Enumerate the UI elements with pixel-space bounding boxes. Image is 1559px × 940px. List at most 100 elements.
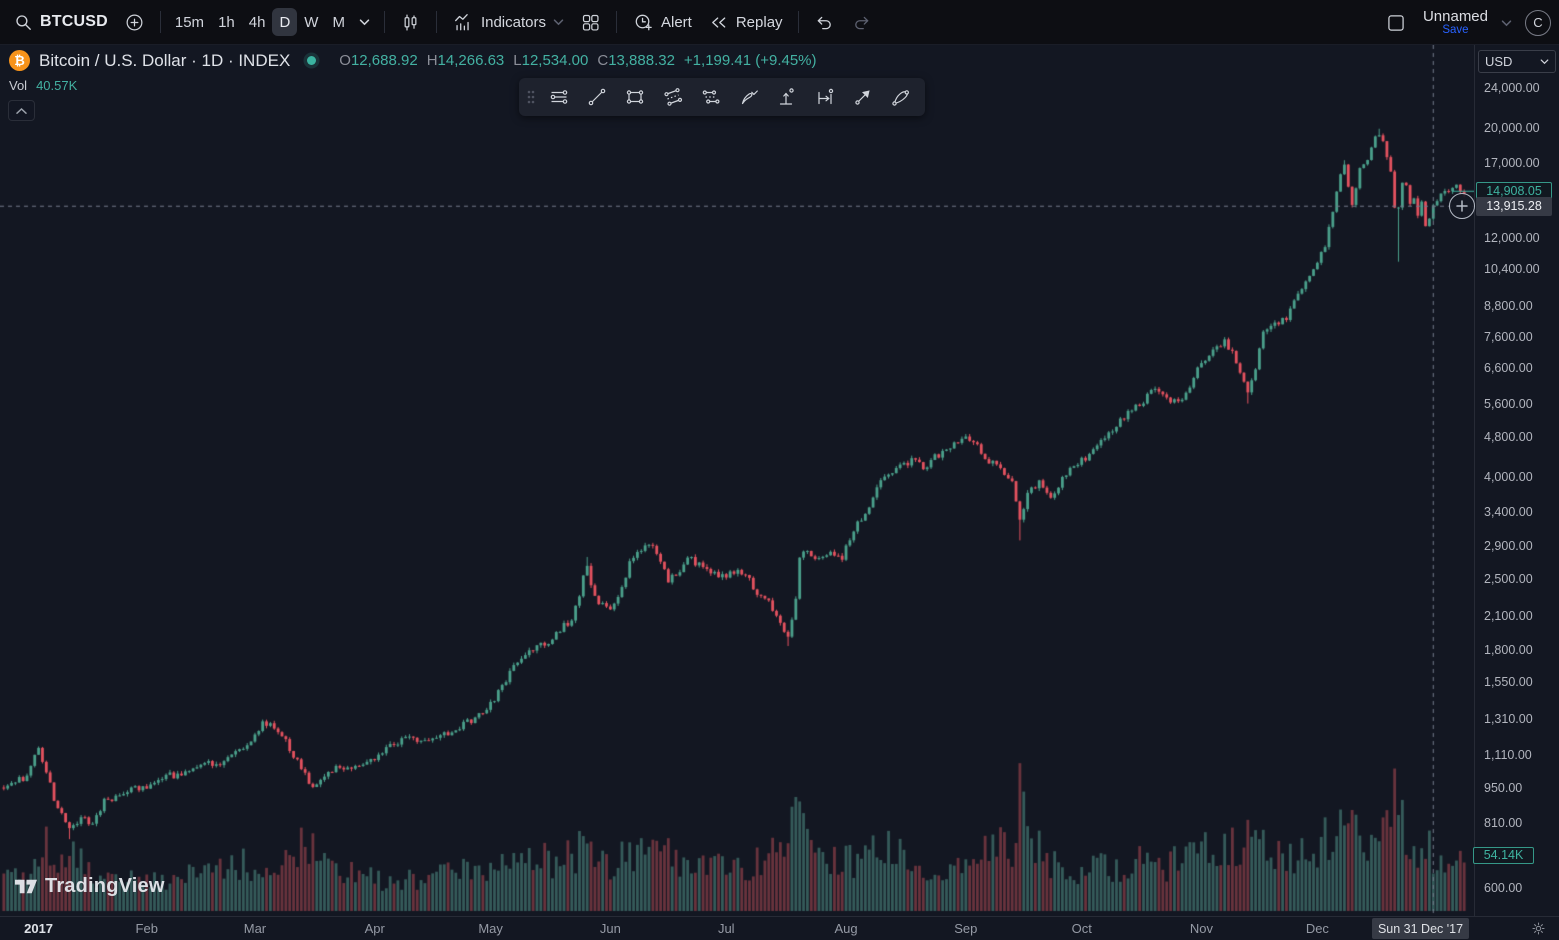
replay-button[interactable]: Replay [700,6,791,38]
volume-label: Vol [9,78,28,93]
symbol-search-button[interactable]: BTCUSD [6,6,116,38]
date-range-icon [818,88,834,105]
axis-settings-gear-icon[interactable] [1530,920,1547,937]
legend-collapse-button[interactable] [8,100,35,121]
save-layout-icon [1386,13,1406,33]
tool-arrow-marker[interactable] [844,82,882,112]
change-value: +1,199.41 (+9.45%) [683,52,817,69]
high-value: 14,266.63 [437,52,505,69]
alert-clock-icon [632,11,654,33]
price-tick-label: 7,600.00 [1484,330,1533,345]
tool-rectangle[interactable] [616,82,654,112]
tool-projection[interactable] [768,82,806,112]
undo-button[interactable] [806,6,843,38]
time-axis-month-label: Nov [1189,921,1214,936]
ohlc-values: O12,688.92 H14,266.63 L12,534.00 C13,888… [339,52,816,69]
compare-plus-icon [124,12,145,33]
timeframe-1h[interactable]: 1h [218,13,235,31]
tradingview-mark-icon [14,879,38,894]
chevron-down-icon [359,18,370,26]
time-axis[interactable]: Sun 31 Dec '17 2017 Feb Mar Apr May Jun Jul Aug… [0,916,1559,940]
replay-icon [708,12,729,33]
tradingview-logo[interactable]: TradingView [13,874,165,899]
symbol-title[interactable]: Bitcoin / U.S. Dollar · 1D · INDEX [39,50,291,70]
projection-icon [779,88,794,105]
time-axis-month-label: Apr [364,921,385,936]
toolbar-divider [797,11,799,33]
layout-name-button[interactable]: Unnamed Save [1423,8,1488,37]
time-axis-month-label: May [478,921,503,936]
pattern-lines-icon [550,90,568,104]
tradingview-wordmark: TradingView [45,875,165,897]
low-value: 12,534.00 [521,52,589,69]
price-tick-label: 4,000.00 [1484,469,1533,484]
volume-legend: Vol 40.57K [9,78,77,93]
candle-style-button[interactable] [392,6,429,38]
indicators-icon [452,11,474,33]
redo-button[interactable] [843,6,880,38]
chevron-down-icon [1540,59,1549,65]
timeframe-4h[interactable]: 4h [248,13,266,31]
currency-unit-button[interactable]: USD [1478,50,1556,73]
price-tick-label: 12,000.00 [1484,231,1540,246]
save-layout-button[interactable] [1382,7,1410,39]
price-tick-label: 1,310.00 [1484,711,1533,726]
tool-brush[interactable] [730,82,768,112]
time-axis-month-label: Aug [834,921,858,936]
price-tick-label: 2,100.00 [1484,609,1533,624]
top-toolbar: BTCUSD 15m 1h 4h D W M Indicators [0,0,1559,45]
crosshair-plus-button[interactable] [1449,193,1475,220]
price-tick-label: 20,000.00 [1484,120,1540,135]
time-axis-month-label: Mar [243,921,267,936]
timeframe-1d[interactable]: D [272,8,298,36]
drag-handle[interactable] [522,88,540,106]
time-axis-month-label: Feb [135,921,158,936]
tool-flat-channel[interactable] [692,82,730,112]
tool-date-range[interactable] [806,82,844,112]
tool-pattern-lines[interactable] [540,82,578,112]
timeframe-menu-button[interactable] [352,8,377,36]
close-label: C [597,52,609,69]
chevron-down-icon [553,18,564,26]
tool-parallel-channel[interactable] [654,82,692,112]
chevron-down-icon[interactable] [1501,19,1512,27]
layout-grid-button[interactable] [572,6,609,38]
time-axis-month-label: Oct [1071,921,1092,936]
market-status-dot[interactable] [307,56,317,65]
price-tick-label: 950.00 [1484,781,1523,796]
price-tick-label: 1,110.00 [1484,747,1532,762]
high-label: H [426,52,438,69]
volume-crosshair-label: 54.14K [1473,846,1534,864]
time-axis-month-label: Sep [954,921,978,936]
tool-curve[interactable] [882,82,920,112]
timeframe-1m[interactable]: M [332,13,345,31]
symbol-name: BTCUSD [40,13,108,30]
candlestick-chart-canvas[interactable] [0,45,1474,916]
indicators-button[interactable]: Indicators [444,6,572,38]
open-value: 12,688.92 [350,52,418,69]
crosshair-price-label: 13,915.28 [1476,196,1552,216]
toolbar-divider [435,11,437,33]
alert-button[interactable]: Alert [624,6,700,38]
chart-legend: ₿ Bitcoin / U.S. Dollar · 1D · INDEX O12… [9,50,817,71]
arrow-marker-icon [855,90,870,105]
crosshair-time-label: Sun 31 Dec '17 [1372,918,1469,939]
user-avatar[interactable]: C [1525,9,1551,36]
currency-label: USD [1485,54,1513,69]
compare-add-button[interactable] [116,6,153,38]
tool-trend-line[interactable] [578,82,616,112]
timeframe-15m[interactable]: 15m [174,13,205,31]
undo-icon [814,12,835,33]
save-link[interactable]: Save [1442,24,1469,37]
alert-label: Alert [661,13,692,31]
price-tick-label: 8,800.00 [1484,298,1533,313]
search-icon [14,13,33,32]
price-axis[interactable]: USD 14,908.05 13,915.28 54.14K 24,000.00… [1473,45,1559,916]
brush-icon [741,90,758,105]
open-label: O [339,52,351,69]
price-tick-label: 3,400.00 [1484,504,1533,519]
timeframe-1w[interactable]: W [304,13,319,31]
redo-icon [851,12,872,33]
price-tick-label: 5,600.00 [1484,396,1533,411]
close-value: 13,888.32 [608,52,675,69]
